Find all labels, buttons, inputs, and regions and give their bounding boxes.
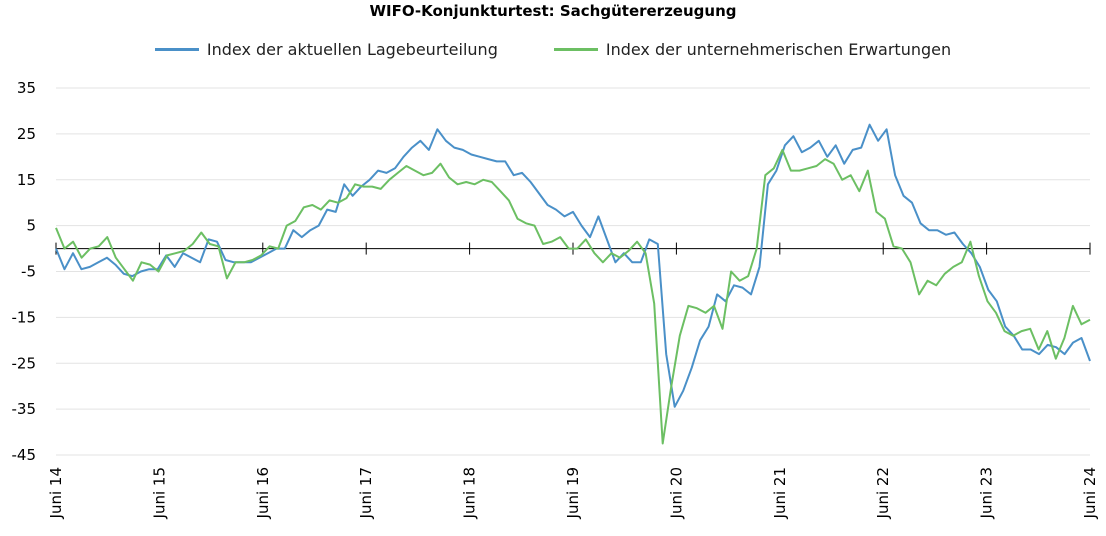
x-tick-label: Juni 23 [978, 467, 996, 519]
series-line-lagebeurteilung [55, 123, 1091, 408]
series-line-erwartungen [55, 148, 1091, 445]
legend-swatch-erwartungen [553, 48, 598, 51]
y-tick-label: 25 [17, 125, 36, 143]
y-tick-label: 15 [17, 171, 36, 189]
x-tick-label: Juni 22 [874, 467, 892, 519]
chart-title: WIFO-Konjunkturtest: Sachgütererzeugung [369, 2, 737, 20]
y-tick-label: -5 [21, 263, 36, 281]
y-tick-label: 35 [17, 79, 36, 97]
x-tick-label: Juni 21 [771, 467, 789, 519]
legend-label-lagebeurteilung: Index der aktuellen Lagebeurteilung [206, 40, 498, 59]
x-tick-label: Juni 24 [1081, 467, 1099, 519]
x-tick-label: Juni 19 [564, 467, 582, 519]
x-tick-label: Juni 16 [254, 467, 272, 519]
y-tick-label: -45 [12, 446, 37, 464]
x-tick-label: Juni 17 [357, 467, 375, 519]
legend-swatch-lagebeurteilung [154, 48, 199, 51]
y-tick-label: -25 [12, 354, 37, 372]
chart-legend: Index der aktuellen Lagebeurteilung Inde… [0, 40, 1106, 59]
x-tick-label: Juni 15 [150, 467, 168, 519]
y-tick-label: -15 [12, 308, 37, 326]
y-tick-label: -35 [12, 400, 37, 418]
x-tick-label: Juni 18 [461, 467, 479, 519]
x-tick-label: Juni 14 [47, 467, 65, 519]
legend-label-erwartungen: Index der unternehmerischen Erwartungen [605, 40, 952, 59]
y-tick-label: 5 [26, 217, 36, 235]
legend-item-lagebeurteilung: Index der aktuellen Lagebeurteilung [154, 40, 498, 59]
x-tick-label: Juni 20 [667, 467, 685, 519]
legend-item-erwartungen: Index der unternehmerischen Erwartungen [553, 40, 952, 59]
